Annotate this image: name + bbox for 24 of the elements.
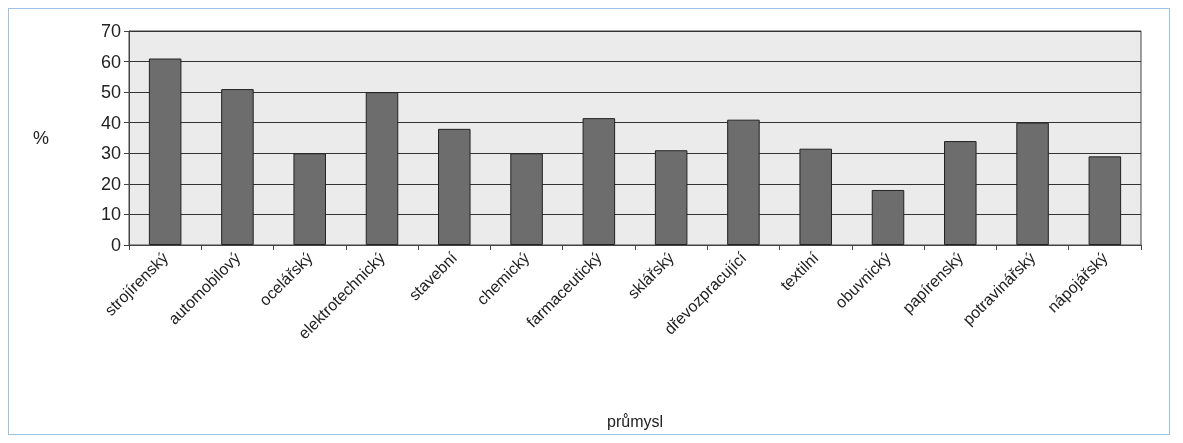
y-tick-label: 10 <box>100 204 121 225</box>
bar <box>148 58 182 245</box>
bar <box>1088 156 1122 245</box>
bar <box>727 119 760 245</box>
bar <box>871 189 905 245</box>
bar <box>438 128 471 245</box>
bar <box>1016 122 1049 245</box>
y-tick-label: 20 <box>100 173 121 194</box>
y-tick-label: 50 <box>100 82 121 103</box>
bar <box>293 153 326 245</box>
y-tick-label: 0 <box>110 235 121 255</box>
bar <box>510 153 543 245</box>
y-tick-label: 60 <box>100 51 121 72</box>
bar <box>582 118 616 245</box>
bar <box>654 150 688 245</box>
y-tick-label: 40 <box>100 112 121 133</box>
x-axis-title: průmysl <box>606 412 664 430</box>
bar <box>799 148 832 245</box>
y-tick-label: 70 <box>100 21 121 41</box>
y-axis-title: % <box>32 128 49 148</box>
bar <box>221 89 254 245</box>
y-tick-label: 30 <box>100 143 121 164</box>
bar <box>944 141 977 245</box>
bar <box>365 92 399 245</box>
